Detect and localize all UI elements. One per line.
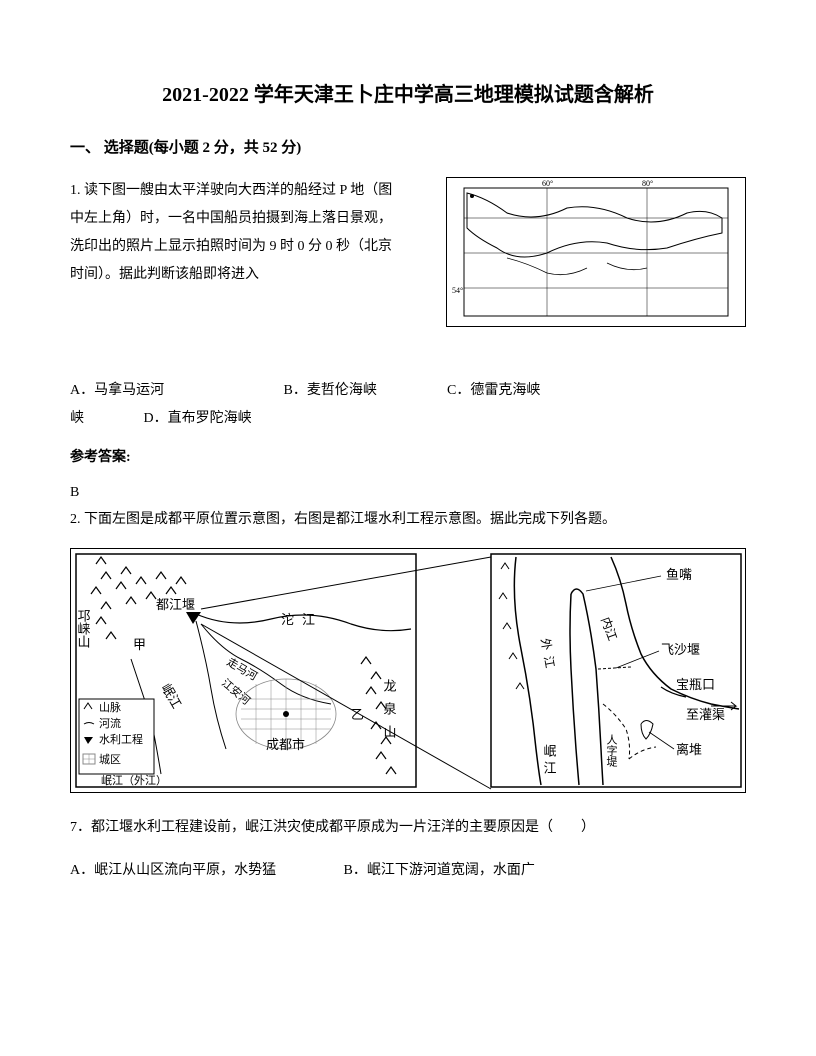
svg-text:离堆: 离堆 (676, 742, 702, 757)
svg-text:外江: 外江 (538, 637, 558, 675)
svg-text:河流: 河流 (99, 716, 121, 730)
right-map: 鱼嘴 内江 外江 飞沙堰 宝瓶口 至灌渠 离堆 人字堤 岷江 (491, 554, 741, 787)
svg-text:都江堰: 都江堰 (156, 597, 195, 612)
svg-text:人字堤: 人字堤 (605, 733, 618, 766)
q7-text: 7．都江堰水利工程建设前，岷江洪灾使成都平原成为一片汪洋的主要原因是（ ） (70, 813, 746, 844)
left-map: 邛崃山 都江堰 甲 沱江 岷江 走马河 江安河 (76, 554, 417, 787)
svg-text:甲: 甲 (133, 637, 146, 652)
svg-text:邛崃山: 邛崃山 (76, 609, 91, 648)
q1-option-c: C．德雷克海峡 (447, 377, 540, 405)
svg-text:飞沙堰: 飞沙堰 (661, 642, 700, 657)
svg-text:岷江: 岷江 (542, 744, 557, 778)
svg-text:龙泉山: 龙泉山 (382, 679, 397, 748)
svg-text:内江: 内江 (598, 615, 619, 642)
q1-option-a: A．马拿马运河 (70, 377, 280, 405)
q7-option-b: B．岷江下游河道宽阔，水面广 (344, 858, 535, 883)
lon-label-1: 60° (542, 179, 553, 188)
svg-text:鱼嘴: 鱼嘴 (666, 567, 692, 582)
svg-text:沱江: 沱江 (281, 612, 323, 627)
q1-option-c-cont: 峡 (70, 411, 140, 426)
q1-option-d: D．直布罗陀海峡 (144, 405, 252, 433)
q7-options: A．岷江从山区流向平原，水势猛 B．岷江下游河道宽阔，水面广 (70, 858, 746, 883)
svg-text:54°: 54° (452, 286, 463, 295)
svg-text:城区: 城区 (99, 753, 121, 766)
question-1: 1. 读下图一艘由太平洋驶向大西洋的船经过 P 地（图中左上角）时，一名中国船员… (70, 177, 746, 347)
answer-label: 参考答案: (70, 445, 746, 470)
svg-text:乙: 乙 (351, 707, 364, 722)
svg-text:成都市: 成都市 (266, 737, 305, 752)
svg-text:至灌渠: 至灌渠 (686, 707, 725, 722)
q7-option-a: A．岷江从山区流向平原，水势猛 (70, 858, 340, 883)
exam-title: 2021-2022 学年天津王卜庄中学高三地理模拟试题含解析 (70, 80, 746, 110)
q2-diagram: 邛崃山 都江堰 甲 沱江 岷江 走马河 江安河 (70, 548, 746, 793)
section-header: 一、 选择题(每小题 2 分，共 52 分) (70, 135, 746, 162)
svg-text:岷江（外江）: 岷江（外江） (101, 774, 167, 787)
q1-option-b: B．麦哲伦海峡 (284, 377, 444, 405)
svg-text:水利工程: 水利工程 (99, 733, 143, 746)
svg-text:岷江: 岷江 (158, 681, 184, 711)
lon-label-2: 80° (642, 179, 653, 188)
q1-text: 1. 读下图一艘由太平洋驶向大西洋的船经过 P 地（图中左上角）时，一名中国船员… (70, 177, 400, 289)
q2-text: 2. 下面左图是成都平原位置示意图，右图是都江堰水利工程示意图。据此完成下列各题… (70, 507, 746, 532)
svg-text:宝瓶口: 宝瓶口 (676, 677, 715, 692)
svg-text:山脉: 山脉 (99, 700, 121, 714)
q1-map-image: 60° 80° 54° (446, 177, 746, 327)
q1-options: A．马拿马运河 B．麦哲伦海峡 C．德雷克海峡 峡 D．直布罗陀海峡 (70, 377, 746, 433)
q1-answer: B (70, 480, 746, 505)
